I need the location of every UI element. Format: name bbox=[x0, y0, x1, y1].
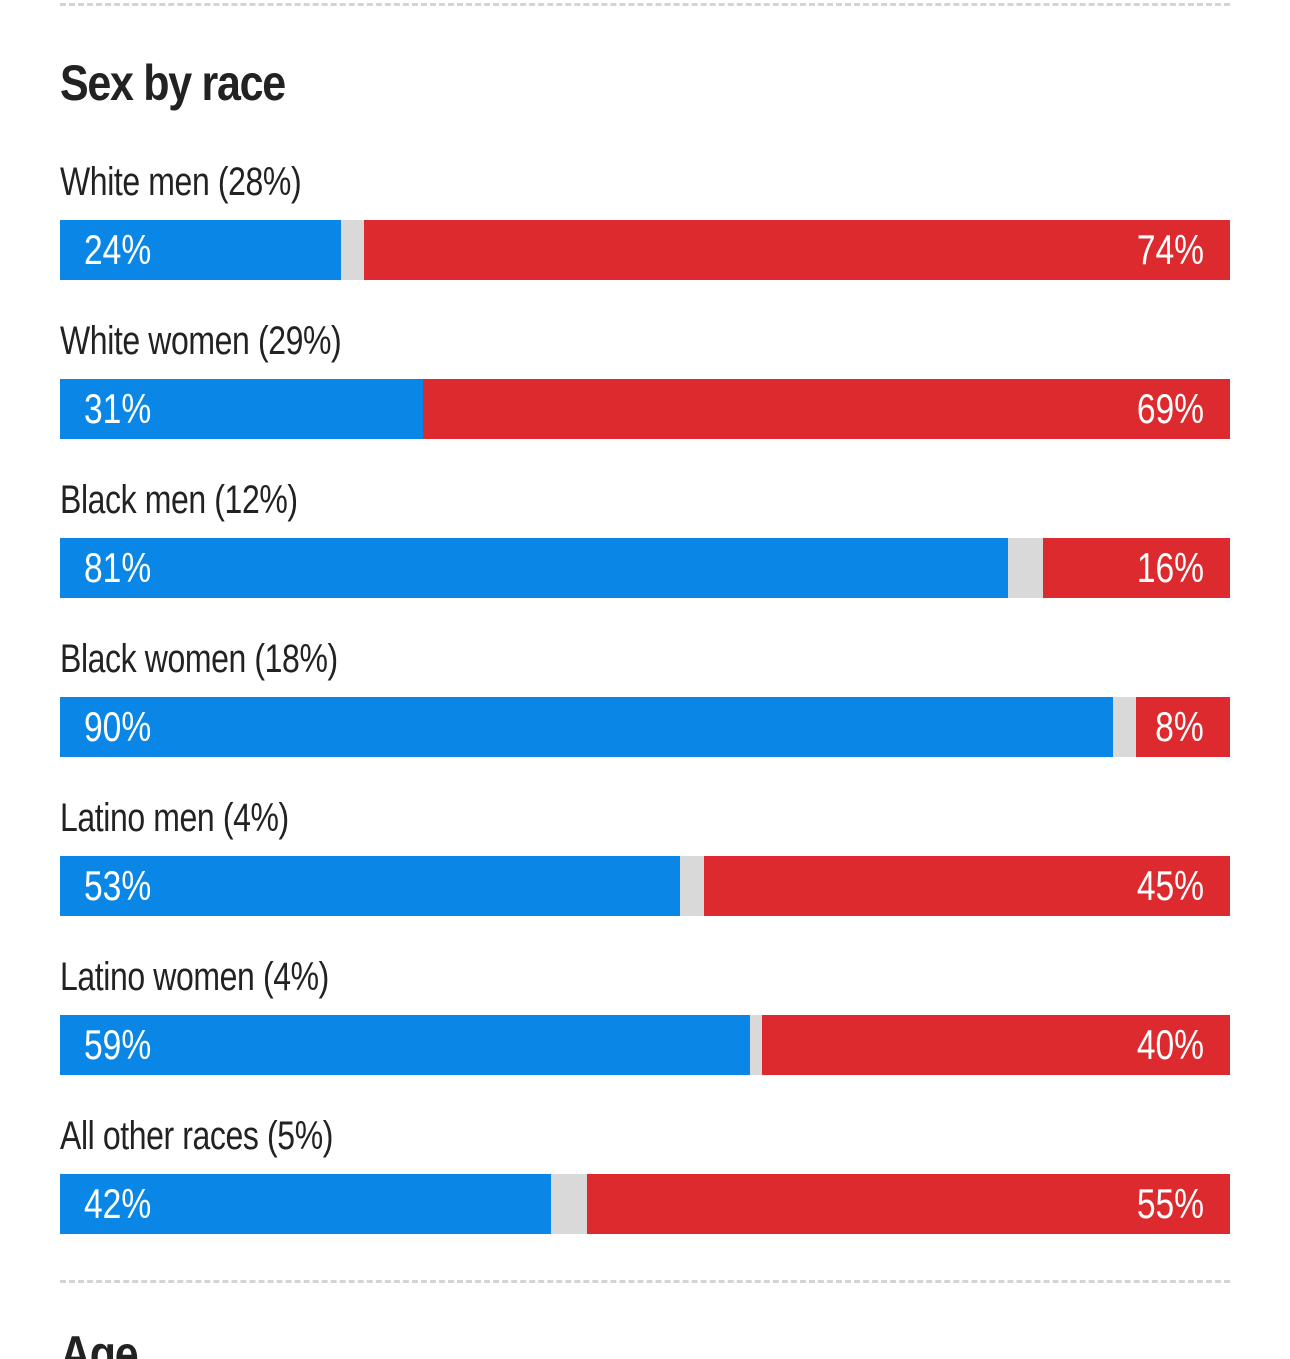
group-share: (12%) bbox=[214, 478, 298, 522]
bar-segment-democrat bbox=[60, 1015, 751, 1075]
group-name: White women bbox=[60, 319, 250, 363]
value-label-democrat: 24% bbox=[84, 226, 152, 273]
stacked-bar: 24% 74% bbox=[60, 220, 1230, 280]
group-label: All other races (5%) bbox=[60, 1114, 333, 1159]
value-label-republican: 8% bbox=[1155, 703, 1204, 750]
group-share: (18%) bbox=[254, 637, 338, 681]
bar-segment-democrat bbox=[60, 697, 1113, 757]
bar-segment-republican bbox=[586, 1174, 1230, 1234]
group-share: (4%) bbox=[262, 955, 329, 999]
group-name: All other races bbox=[60, 1114, 259, 1158]
value-label-republican: 16% bbox=[1136, 544, 1204, 591]
group-name: Latino men bbox=[60, 796, 215, 840]
value-label-republican: 69% bbox=[1136, 385, 1204, 432]
stacked-bar: 53% 45% bbox=[60, 856, 1230, 916]
bar-segment-republican bbox=[422, 379, 1230, 439]
value-label-republican: 55% bbox=[1136, 1180, 1204, 1227]
group-share: (4%) bbox=[222, 796, 289, 840]
group-name: Latino women bbox=[60, 955, 255, 999]
bar-segment-democrat bbox=[60, 538, 1008, 598]
group-label: White men (28%) bbox=[60, 160, 302, 205]
group-label: Latino men (4%) bbox=[60, 796, 289, 841]
value-label-republican: 40% bbox=[1136, 1021, 1204, 1068]
bar-segment-democrat bbox=[60, 856, 681, 916]
value-label-democrat: 53% bbox=[84, 862, 152, 909]
group-label: Latino women (4%) bbox=[60, 955, 329, 1000]
stacked-bar: 31% 69% bbox=[60, 379, 1230, 439]
stacked-bar: 81% 16% bbox=[60, 538, 1230, 598]
value-label-republican: 45% bbox=[1136, 862, 1204, 909]
group-label: White women (29%) bbox=[60, 319, 342, 364]
bar-segment-republican bbox=[364, 220, 1230, 280]
value-label-democrat: 81% bbox=[84, 544, 152, 591]
bar-segment-democrat bbox=[60, 1174, 552, 1234]
group-share: (28%) bbox=[217, 160, 302, 204]
bar-segment-democrat bbox=[60, 220, 341, 280]
section-divider-top bbox=[60, 3, 1230, 6]
bar-segment-republican bbox=[762, 1015, 1230, 1075]
value-label-republican: 74% bbox=[1136, 226, 1204, 273]
bar-segment-republican bbox=[703, 856, 1230, 916]
value-label-democrat: 90% bbox=[84, 703, 152, 750]
group-name: Black women bbox=[60, 637, 246, 681]
group-name: White men bbox=[60, 160, 210, 204]
value-label-democrat: 31% bbox=[84, 385, 152, 432]
bar-segment-democrat bbox=[60, 379, 423, 439]
stacked-bar: 59% 40% bbox=[60, 1015, 1230, 1075]
group-label: Black men (12%) bbox=[60, 478, 298, 523]
value-label-democrat: 59% bbox=[84, 1021, 152, 1068]
value-label-democrat: 42% bbox=[84, 1180, 152, 1227]
group-share: (5%) bbox=[267, 1114, 333, 1158]
section-divider-bottom bbox=[60, 1280, 1230, 1283]
stacked-bar: 42% 55% bbox=[60, 1174, 1230, 1234]
section-title: Sex by race bbox=[60, 55, 286, 111]
group-share: (29%) bbox=[257, 319, 342, 363]
bar-segment-republican bbox=[1136, 697, 1230, 757]
bar-segment-republican bbox=[1042, 538, 1230, 598]
next-section-title: Age bbox=[60, 1326, 139, 1359]
group-label: Black women (18%) bbox=[60, 637, 338, 682]
group-name: Black men bbox=[60, 478, 206, 522]
stacked-bar: 90% 8% bbox=[60, 697, 1230, 757]
